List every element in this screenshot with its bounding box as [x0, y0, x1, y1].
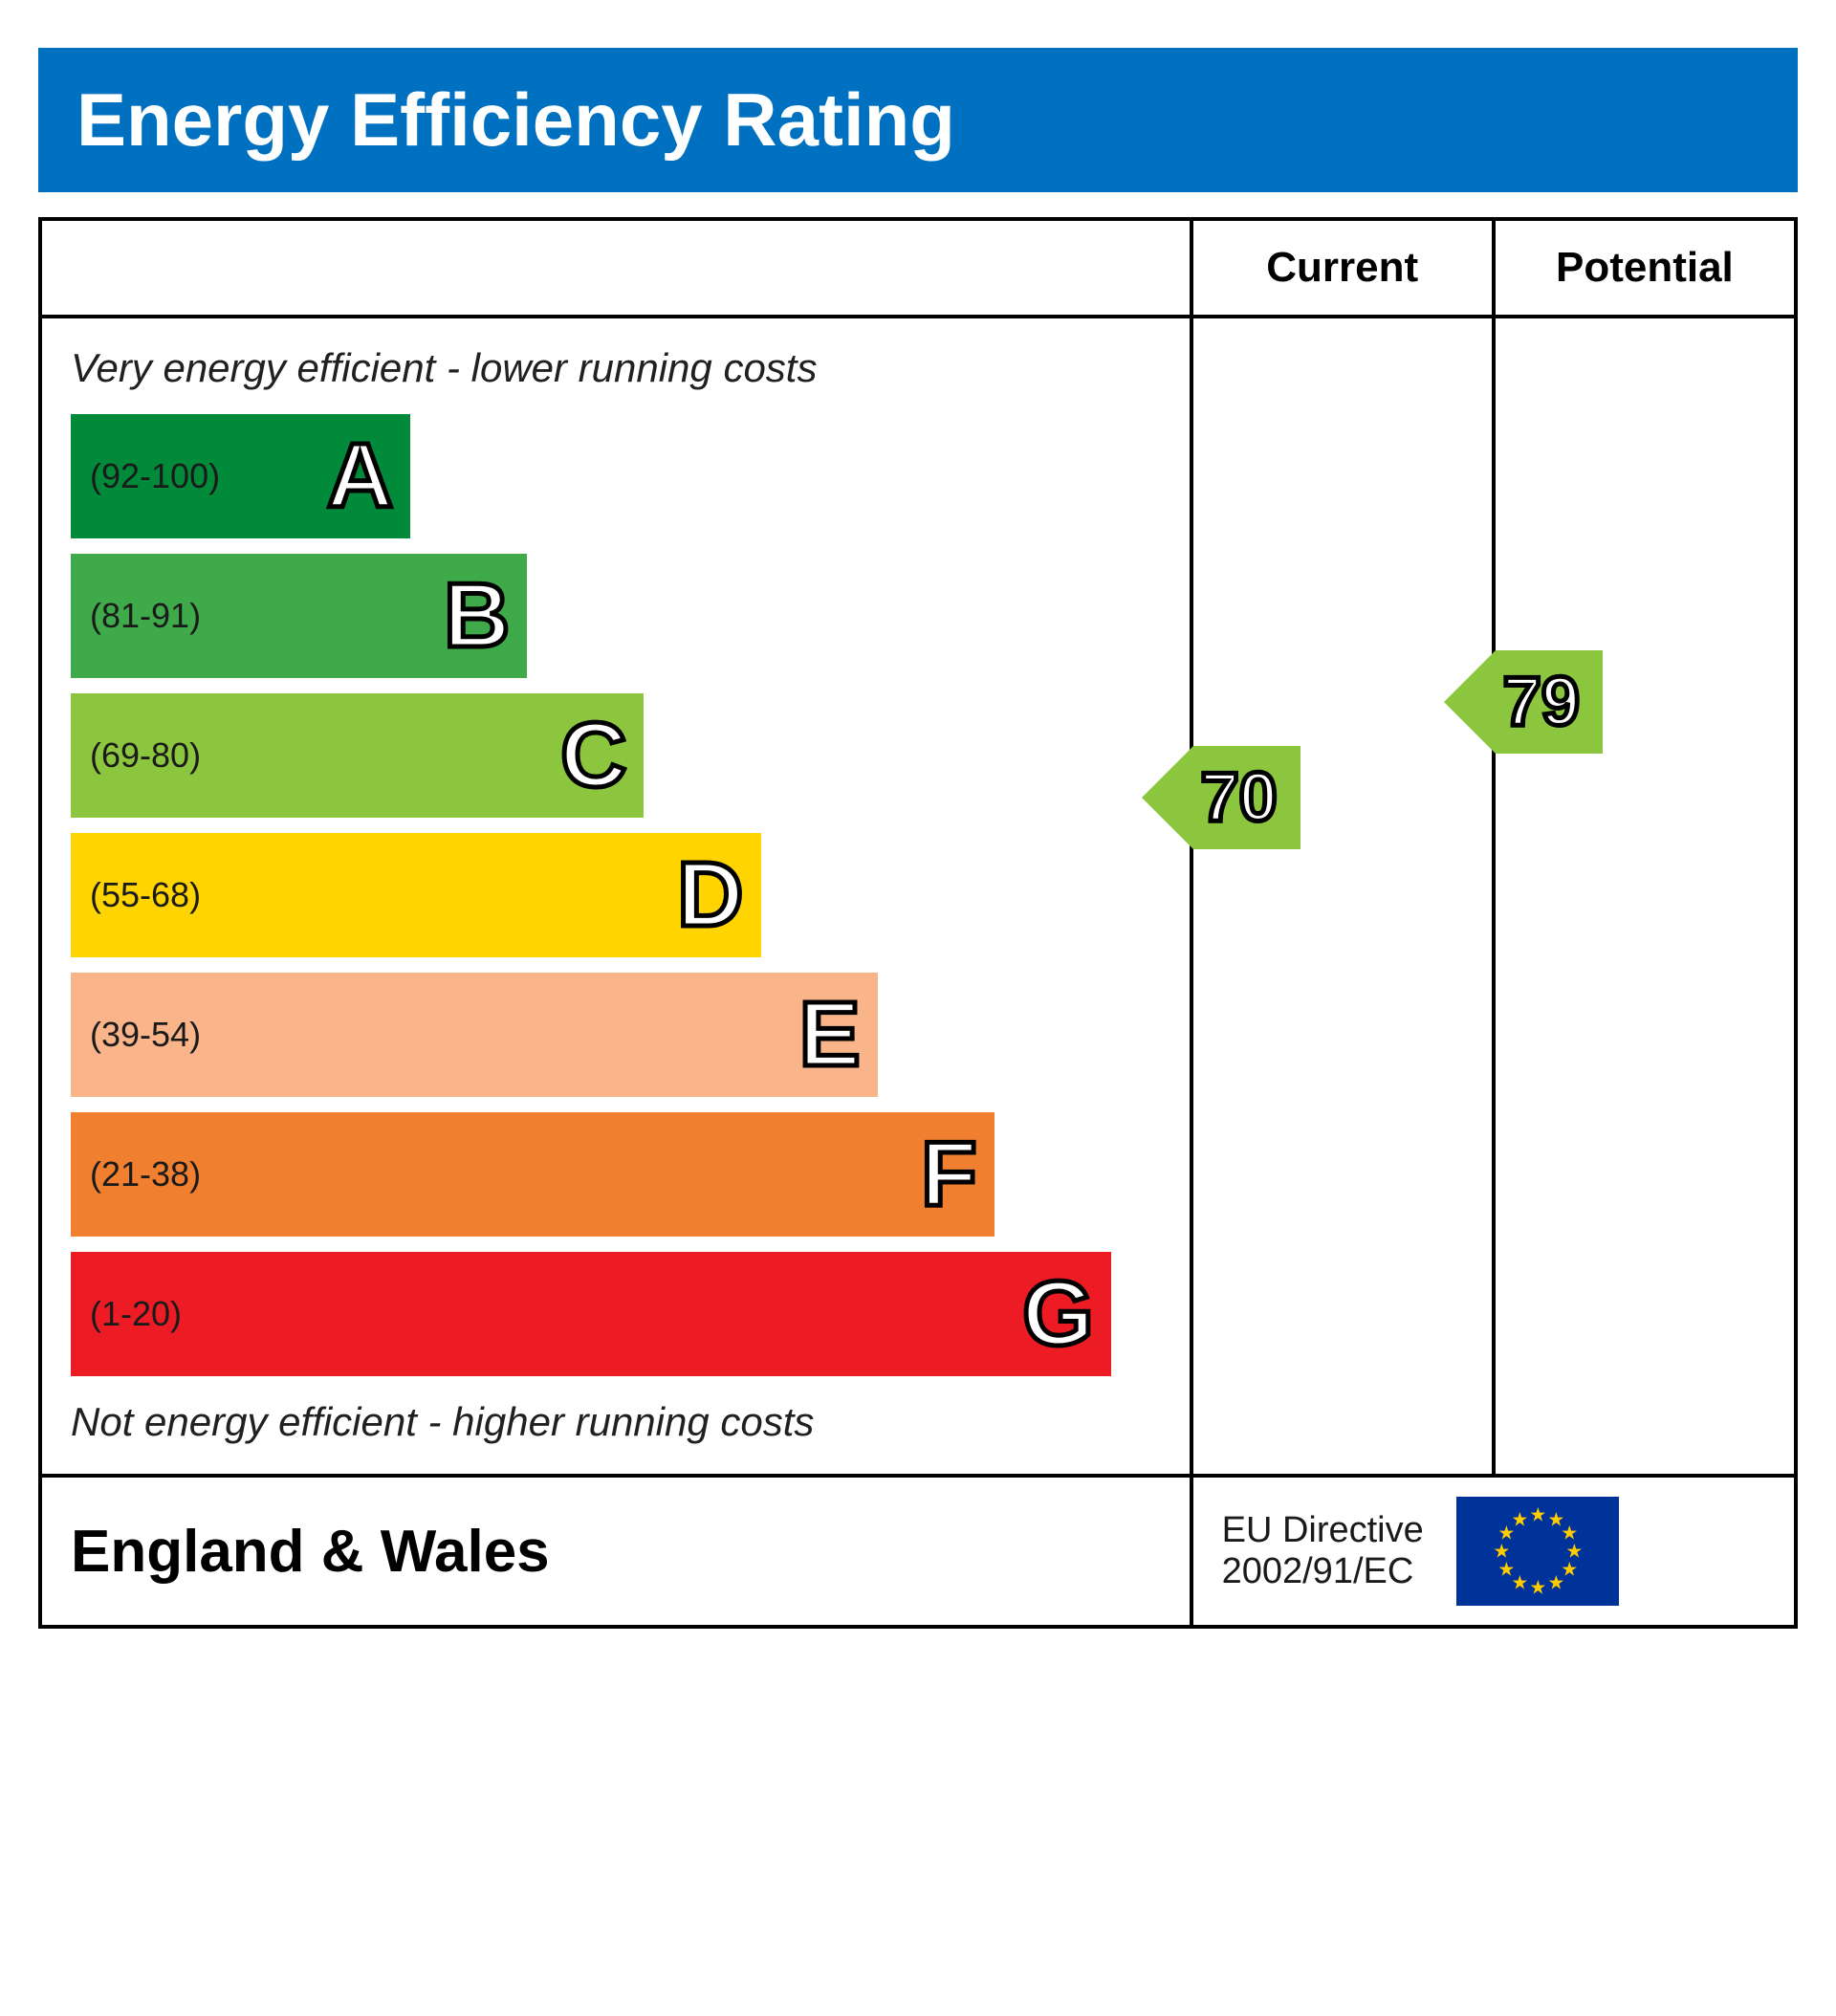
band-letter-f: F [921, 1122, 977, 1227]
band-row-f: (21-38) F [71, 1112, 1161, 1237]
band-bar-e: (39-54) E [71, 973, 878, 1097]
current-column: 70 [1191, 317, 1494, 1476]
footer-directive-cell: EU Directive 2002/91/EC ★★★★★★★★★★★★ [1191, 1476, 1796, 1627]
col-header-main [40, 219, 1191, 317]
bands-cell: Very energy efficient - lower running co… [40, 317, 1191, 1476]
band-row-e: (39-54) E [71, 973, 1161, 1097]
band-bar-b: (81-91) B [71, 554, 527, 678]
band-row-g: (1-20) G [71, 1252, 1161, 1376]
band-row-b: (81-91) B [71, 554, 1161, 678]
potential-arrow: 79 [1444, 650, 1603, 754]
potential-column: 79 [1494, 317, 1796, 1476]
band-range-f: (21-38) [90, 1154, 201, 1194]
col-header-current: Current [1191, 219, 1494, 317]
band-letter-a: A [327, 424, 393, 529]
band-bar-a: (92-100) A [71, 414, 410, 538]
rating-table: Current Potential Very energy efficient … [38, 217, 1798, 1629]
footer-region-cell: England & Wales [40, 1476, 1191, 1627]
eu-flag-icon: ★★★★★★★★★★★★ [1456, 1497, 1619, 1606]
current-arrow: 70 [1142, 746, 1300, 849]
band-range-e: (39-54) [90, 1015, 201, 1055]
current-arrow-body: 70 [1193, 746, 1300, 849]
band-row-d: (55-68) D [71, 833, 1161, 957]
potential-arrow-body: 79 [1496, 650, 1603, 754]
band-range-b: (81-91) [90, 596, 201, 636]
band-letter-c: C [560, 703, 626, 808]
band-row-c: (69-80) C [71, 693, 1161, 818]
eu-star: ★ [1547, 1570, 1564, 1594]
eu-star: ★ [1529, 1503, 1546, 1527]
band-range-c: (69-80) [90, 735, 201, 776]
band-bar-c: (69-80) C [71, 693, 644, 818]
col-header-potential: Potential [1494, 219, 1796, 317]
chart-title: Energy Efficiency Rating [38, 48, 1798, 192]
bars-container: (92-100) A (81-91) B (69-80) C (55-68) D (39-54)… [71, 414, 1161, 1376]
eu-star: ★ [1511, 1508, 1528, 1532]
band-range-a: (92-100) [90, 456, 220, 496]
band-bar-g: (1-20) G [71, 1252, 1111, 1376]
band-letter-d: D [677, 843, 743, 948]
directive-line1: EU Directive [1222, 1510, 1424, 1550]
band-range-d: (55-68) [90, 875, 201, 915]
band-letter-e: E [799, 982, 861, 1087]
band-letter-b: B [444, 563, 510, 668]
band-bar-d: (55-68) D [71, 833, 761, 957]
epc-chart: Energy Efficiency Rating Current Potenti… [38, 48, 1798, 1629]
current-arrow-tip [1142, 746, 1193, 849]
band-letter-g: G [1022, 1261, 1094, 1367]
band-bar-f: (21-38) F [71, 1112, 994, 1237]
eu-star: ★ [1529, 1576, 1546, 1600]
region-label: England & Wales [71, 1519, 550, 1585]
band-row-a: (92-100) A [71, 414, 1161, 538]
band-range-g: (1-20) [90, 1294, 182, 1334]
bottom-efficiency-label: Not energy efficient - higher running co… [71, 1399, 1161, 1445]
top-efficiency-label: Very energy efficient - lower running co… [71, 345, 1161, 391]
directive-line2: 2002/91/EC [1222, 1551, 1414, 1591]
potential-arrow-tip [1444, 650, 1496, 754]
